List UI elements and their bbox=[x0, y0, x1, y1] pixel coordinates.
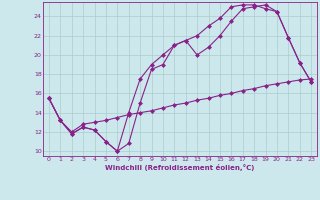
X-axis label: Windchill (Refroidissement éolien,°C): Windchill (Refroidissement éolien,°C) bbox=[105, 164, 255, 171]
